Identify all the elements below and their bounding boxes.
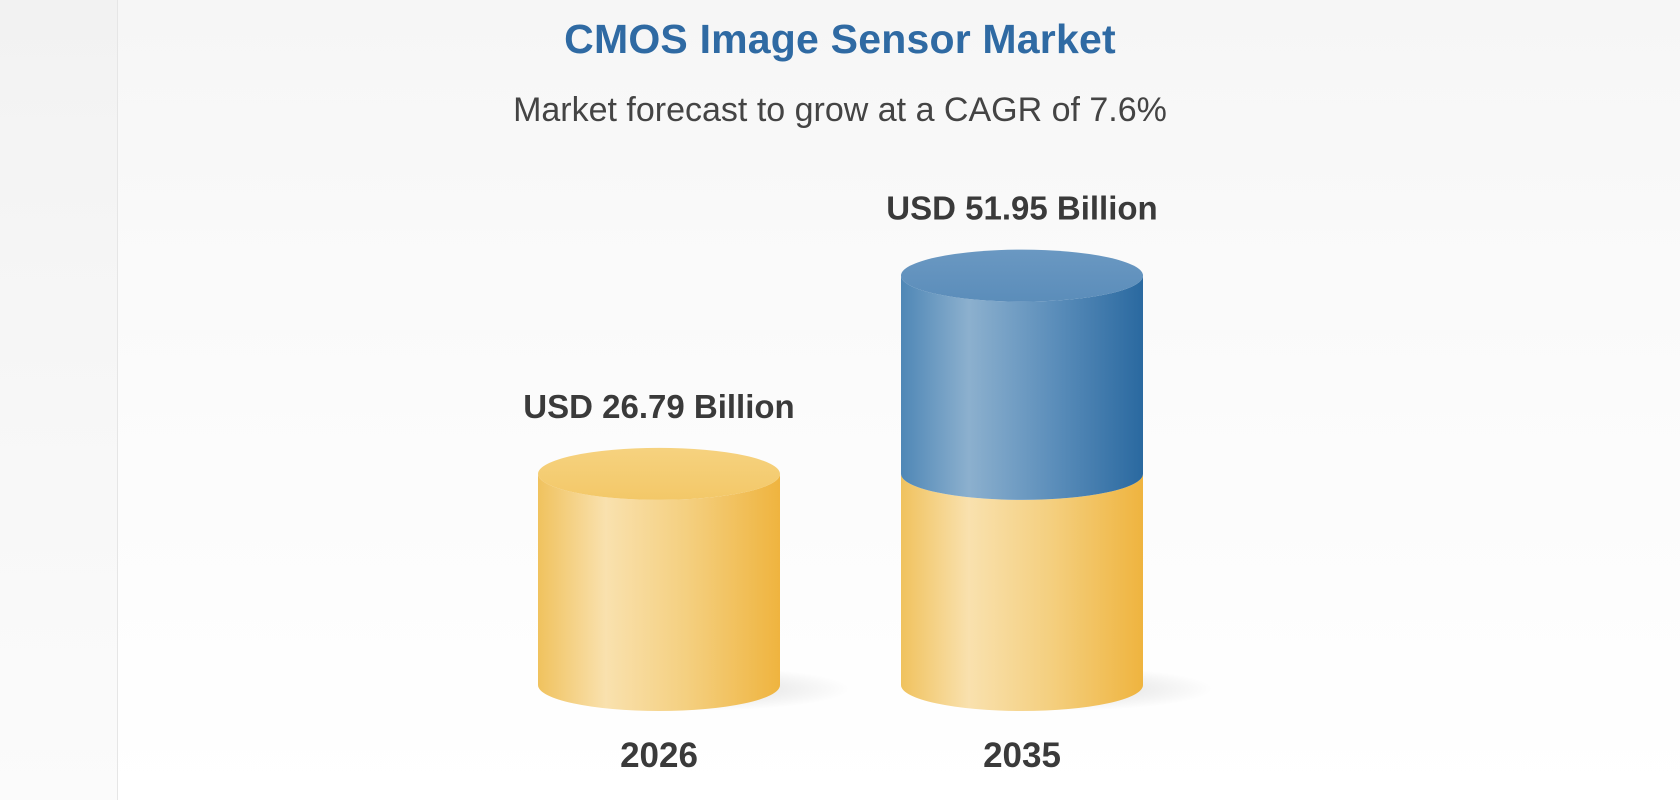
bar-segment-2035-growth (901, 275, 1143, 500)
data-label-2035: USD 51.95 Billion (886, 190, 1157, 227)
bar-top-cap-2035 (901, 249, 1143, 302)
category-label-2035: 2035 (983, 736, 1061, 775)
bar-segment-2026-base (538, 473, 780, 711)
bar-top-cap-2026 (538, 447, 780, 500)
left-side-panel (0, 0, 118, 800)
bar-segment-2035-base (901, 473, 1143, 711)
chart-subtitle: Market forecast to grow at a CAGR of 7.6… (513, 91, 1167, 129)
data-label-2026: USD 26.79 Billion (523, 388, 794, 425)
bars-layer: USD 26.79 Billion 2026 USD 51.95 Billion 20… (523, 190, 1213, 775)
category-label-2026: 2026 (620, 736, 698, 775)
chart-title: CMOS Image Sensor Market (564, 16, 1116, 62)
